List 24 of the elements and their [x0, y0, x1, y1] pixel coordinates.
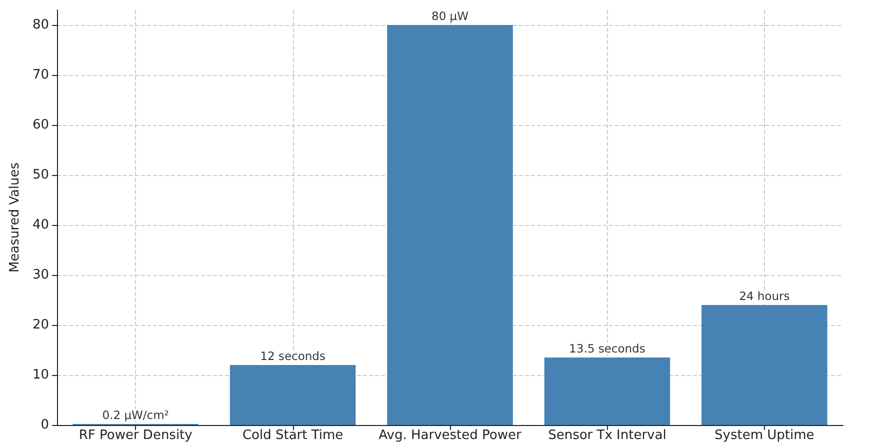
y-tick-label: 30	[32, 268, 49, 282]
x-tick-label: Sensor Tx Interval	[548, 428, 666, 443]
y-axis-title: Measured Values	[8, 162, 23, 273]
data-label: 24 hours	[739, 289, 790, 303]
y-tick-label: 20	[32, 318, 49, 332]
y-tick-label: 10	[32, 368, 49, 382]
y-tick-label: 50	[32, 168, 49, 182]
x-tick-label: RF Power Density	[78, 428, 193, 443]
y-tick-label: 0	[40, 418, 49, 432]
y-tick-label: 80	[32, 18, 49, 32]
x-tick-label: Avg. Harvested Power	[378, 428, 522, 443]
bar	[387, 25, 513, 425]
x-tick-label: System Uptime	[714, 428, 814, 443]
data-label: 13.5 seconds	[569, 342, 646, 356]
data-label: 0.2 µW/cm²	[102, 408, 169, 422]
y-tick-label: 40	[32, 218, 49, 232]
data-label: 12 seconds	[260, 349, 326, 363]
bar	[702, 305, 828, 425]
data-label: 80 µW	[432, 9, 468, 23]
x-tick-label: Cold Start Time	[242, 428, 344, 443]
bar	[544, 358, 670, 425]
y-tick-label: 60	[32, 118, 49, 132]
y-tick-label: 70	[32, 68, 49, 82]
bar	[230, 365, 356, 425]
